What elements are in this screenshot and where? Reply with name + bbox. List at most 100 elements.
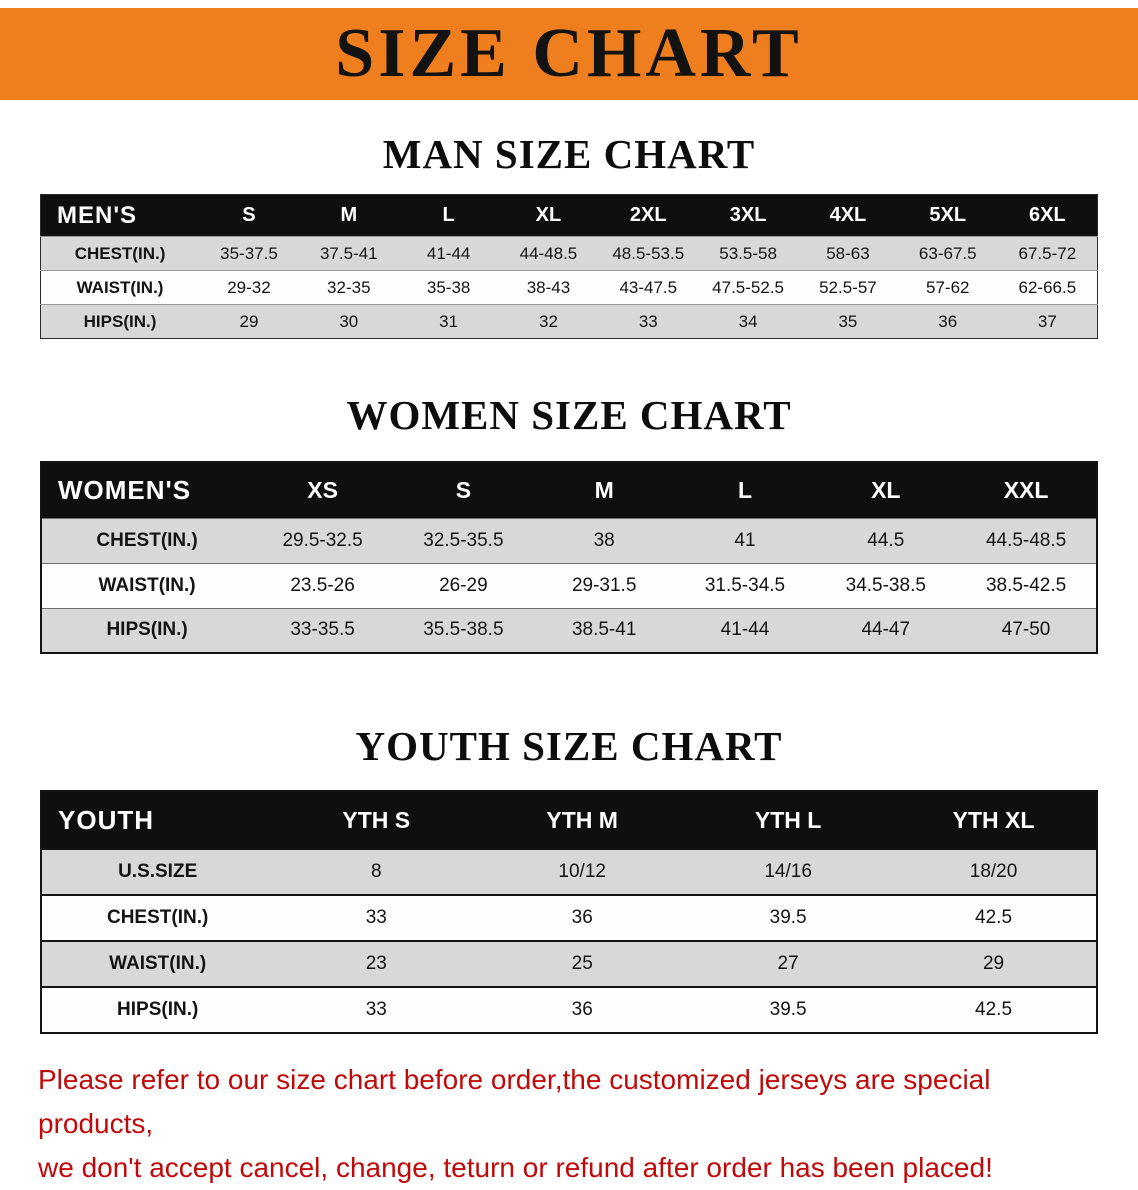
size-value-cell: 33-35.5 [290,619,355,641]
size-header-cell: 3XL [698,194,799,237]
table-row: WAIST(IN.) 23 25 27 29 [41,941,1097,987]
men-section-heading: MAN SIZE CHART [382,131,756,177]
size-value-cell: 53.5-58 [719,243,777,263]
size-value-cell: 29.5-32.5 [282,529,363,551]
row-label: HIPS(IN.) [106,619,188,641]
size-value-cell: 47.5-52.5 [712,277,785,297]
women-size-table: WOMEN'S XS S M L XL XXL CHEST(IN.) 29.5-32.5 32.5… [40,461,1098,654]
size-value-cell: 47-50 [1001,619,1051,641]
size-value-cell: 31.5-34.5 [704,574,786,596]
size-value-cell: 33 [365,999,387,1020]
size-value-cell: 42.5 [975,999,1013,1020]
table-row: CHEST(IN.) 35-37.5 37.5-41 41-44 44-48.5 48.5… [40,236,1098,271]
size-value-cell: 35-37.5 [220,243,278,263]
size-value-cell: 41 [734,529,756,551]
size-value-cell: 38-43 [526,277,571,297]
size-value-cell: 38.5-41 [571,619,637,641]
size-value-cell: 44.5 [867,529,905,551]
size-header-cell: L [674,462,816,518]
size-header-cell: 6XL [997,194,1098,237]
size-value-cell: 29-32 [227,277,271,297]
size-value-cell: 32-35 [327,277,371,297]
size-header-cell: YTH XL [891,791,1097,849]
table-title-cell: MEN'S [40,194,200,237]
size-header-cell: M [298,194,399,237]
row-label: CHEST(IN.) [96,529,198,551]
header-row: WOMEN'S XS S M L XL XXL [41,462,1097,518]
size-header-cell: XL [498,194,599,237]
size-value-cell: 29 [239,311,259,331]
size-value-cell: 36 [571,999,593,1020]
table-row: HIPS(IN.) 33-35.5 35.5-38.5 38.5-41 41-44 44-… [41,608,1097,653]
size-header-cell: 4XL [798,194,898,237]
youth-section-heading: YOUTH SIZE CHART [355,723,783,769]
size-value-cell: 23 [365,953,387,974]
size-value-cell: 41-44 [426,243,471,263]
size-header-cell: 5XL [897,194,998,237]
row-label: CHEST(IN.) [74,243,166,263]
size-value-cell: 10/12 [558,861,606,882]
size-value-cell: 35 [838,311,858,331]
size-value-cell: 37.5-41 [319,243,378,263]
size-value-cell: 42.5 [975,907,1013,928]
size-header-cell: YTH M [479,791,686,849]
size-value-cell: 32 [538,311,558,331]
size-value-cell: 38 [593,529,615,551]
size-value-cell: 57-62 [926,277,970,297]
size-value-cell: 52.5-57 [819,277,877,297]
size-value-cell: 32.5-35.5 [423,529,504,551]
size-value-cell: 27 [777,953,799,974]
size-header-cell: YTH S [273,791,480,849]
size-header-cell: M [533,462,675,518]
size-value-cell: 41-44 [720,619,770,641]
size-value-cell: 63-67.5 [918,243,977,263]
disclaimer-line-1: Please refer to our size chart before or… [38,1064,991,1139]
table-row: HIPS(IN.) 29 30 31 32 33 34 35 36 37 [40,304,1098,339]
row-label: WAIST(IN.) [109,953,207,974]
size-value-cell: 44-48.5 [519,243,578,263]
size-value-cell: 39.5 [769,907,807,928]
row-label: CHEST(IN.) [106,907,209,928]
size-value-cell: 62-66.5 [1018,277,1077,297]
row-label: HIPS(IN.) [117,999,199,1020]
size-value-cell: 58-63 [826,243,870,263]
disclaimer-line-2: we don't accept cancel, change, teturn o… [38,1152,993,1183]
men-size-table: MEN'S S M L XL 2XL 3XL 4XL 5XL 6XL CHEST(IN.) 35-37… [40,194,1098,339]
table-row: U.S.SIZE 8 10/12 14/16 18/20 [41,849,1097,895]
size-value-cell: 26-29 [439,574,488,596]
size-value-cell: 35.5-38.5 [423,619,504,641]
size-value-cell: 44.5-48.5 [985,529,1067,551]
size-header-cell: L [398,194,499,237]
size-header-cell: 2XL [598,194,699,237]
size-header-cell: YTH L [685,791,892,849]
size-chart-banner: SIZE CHART [0,8,1138,100]
size-header-cell: XXL [956,462,1097,518]
table-row: CHEST(IN.) 29.5-32.5 32.5-35.5 38 41 44.5 44.5… [41,518,1097,563]
size-value-cell: 33 [365,907,387,928]
women-section-heading: WOMEN SIZE CHART [346,392,792,438]
youth-size-table: YOUTH YTH S YTH M YTH L YTH XL U.S.SIZE 8 10/12… [40,790,1098,1034]
size-value-cell: 44-47 [861,619,911,641]
row-label: WAIST(IN.) [76,277,164,297]
row-label: WAIST(IN.) [98,574,196,596]
size-value-cell: 34 [738,311,758,331]
size-value-cell: 48.5-53.5 [612,243,685,263]
size-value-cell: 36 [938,311,958,331]
size-value-cell: 38.5-42.5 [985,574,1067,596]
size-value-cell: 14/16 [764,861,812,882]
size-header-cell: XL [815,462,957,518]
table-row: CHEST(IN.) 33 36 39.5 42.5 [41,895,1097,941]
size-value-cell: 29 [982,953,1005,974]
header-row: MEN'S S M L XL 2XL 3XL 4XL 5XL 6XL [40,194,1098,237]
table-row: WAIST(IN.) 29-32 32-35 35-38 38-43 43-47.5 47.… [40,270,1098,305]
header-row: YOUTH YTH S YTH M YTH L YTH XL [41,791,1097,849]
size-value-cell: 29-31.5 [571,574,637,596]
size-value-cell: 34.5-38.5 [845,574,926,596]
size-chart-page: SIZE CHART MAN SIZE CHART MEN'S S M L XL 2XL 3… [0,8,1138,1190]
size-value-cell: 18/20 [969,861,1018,882]
table-row: HIPS(IN.) 33 36 39.5 42.5 [41,987,1097,1033]
size-value-cell: 39.5 [769,999,807,1020]
size-value-cell: 31 [439,311,459,331]
row-label: HIPS(IN.) [83,311,157,331]
size-value-cell: 43-47.5 [619,277,678,297]
